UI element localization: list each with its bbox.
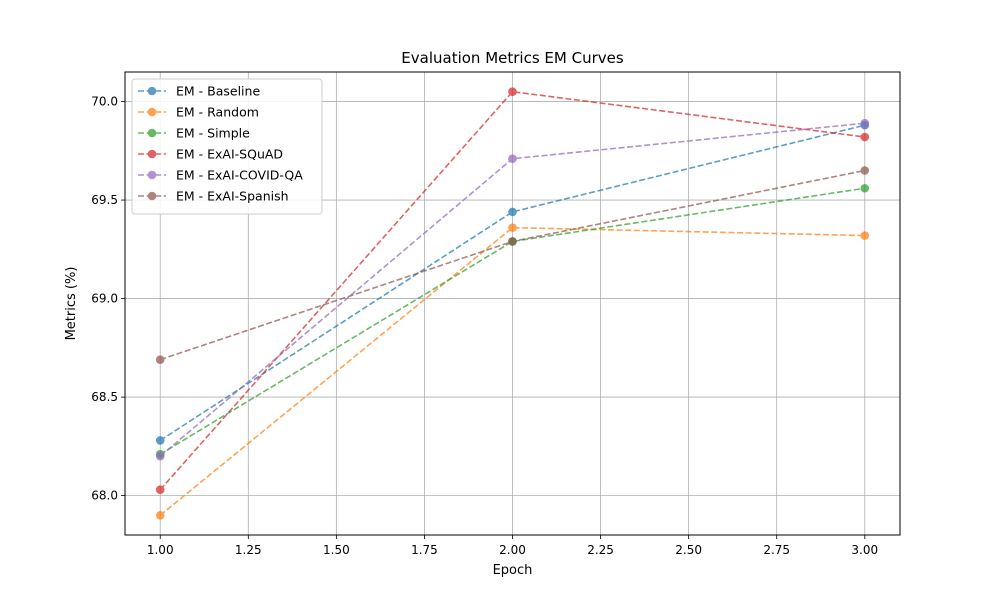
legend-symbol [138, 86, 166, 96]
legend-item: EM - Simple [138, 126, 250, 141]
legend-symbol [138, 107, 166, 117]
legend-marker [147, 191, 157, 201]
data-point [155, 355, 165, 364]
x-tick-label: 1.75 [411, 543, 438, 557]
data-point [155, 436, 165, 445]
legend-label: EM - Random [176, 105, 259, 120]
data-point [860, 132, 870, 142]
tick-layer: 1.00 1.25 1.50 1.75 2.00 2.25 2.50 2.75 3.00 68.0… [91, 95, 878, 557]
series-line [159, 226, 865, 516]
series-4 [155, 118, 870, 461]
legend-marker [147, 107, 157, 117]
x-tick-label: 2.75 [763, 543, 790, 557]
legend-item: EM - Baseline [138, 84, 260, 99]
legend-label: EM - ExAI-Spanish [176, 189, 289, 204]
legend-marker [147, 149, 157, 159]
data-point [860, 118, 870, 128]
y-axis-label: Metrics (%) [64, 267, 79, 341]
legend-label: EM - Simple [176, 126, 250, 141]
y-tick-label: 68.5 [91, 390, 118, 404]
legend-label: EM - ExAI-COVID-QA [176, 168, 303, 183]
legend-label: EM - ExAI-SQuAD [176, 147, 283, 162]
data-point [508, 154, 517, 163]
data-point [508, 223, 517, 232]
data-point [155, 485, 165, 494]
x-tick-label: 2.25 [587, 543, 614, 557]
legend-symbol [138, 128, 166, 138]
legend-marker [147, 170, 157, 180]
series-line [159, 124, 865, 442]
series-3 [155, 87, 870, 494]
y-tick-label: 68.0 [91, 489, 118, 503]
legend-marker [147, 86, 157, 96]
series-5 [155, 166, 870, 364]
series-line [159, 187, 865, 455]
x-axis-label: Epoch [493, 563, 533, 578]
grid-layer [125, 72, 900, 535]
y-tick-label: 69.5 [91, 193, 118, 207]
data-point [155, 451, 165, 461]
legend: EM - Baseline EM - Random EM - Simple EM - … [131, 78, 323, 215]
legend-marker [147, 128, 157, 138]
legend-symbol [138, 191, 166, 201]
data-point [508, 237, 517, 246]
x-tick-label: 2.50 [675, 543, 702, 557]
y-tick-label: 69.0 [91, 292, 118, 306]
data-point [860, 231, 870, 240]
data-point [508, 207, 517, 217]
legend-item: EM - Random [138, 105, 259, 120]
x-tick-label: 1.50 [323, 543, 350, 557]
series-1 [155, 223, 870, 520]
x-tick-label: 1.25 [235, 543, 262, 557]
legend-symbol [138, 170, 166, 180]
legend-item: EM - ExAI-Spanish [138, 189, 289, 204]
legend-symbol [138, 149, 166, 159]
legend-box [131, 78, 323, 215]
data-point [508, 87, 517, 97]
legend-item: EM - ExAI-COVID-QA [138, 168, 303, 183]
data-point [860, 166, 870, 175]
y-tick-label: 70.0 [91, 95, 118, 109]
x-tick-label: 1.00 [147, 543, 174, 557]
legend-label: EM - Baseline [176, 84, 260, 99]
x-tick-label: 3.00 [851, 543, 878, 557]
series-layer [155, 87, 870, 520]
chart-title: Evaluation Metrics EM Curves [401, 49, 624, 67]
legend-item: EM - ExAI-SQuAD [138, 147, 283, 162]
data-point [860, 183, 870, 193]
x-tick-label: 2.00 [499, 543, 526, 557]
data-point [155, 510, 165, 520]
series-line [159, 90, 865, 491]
